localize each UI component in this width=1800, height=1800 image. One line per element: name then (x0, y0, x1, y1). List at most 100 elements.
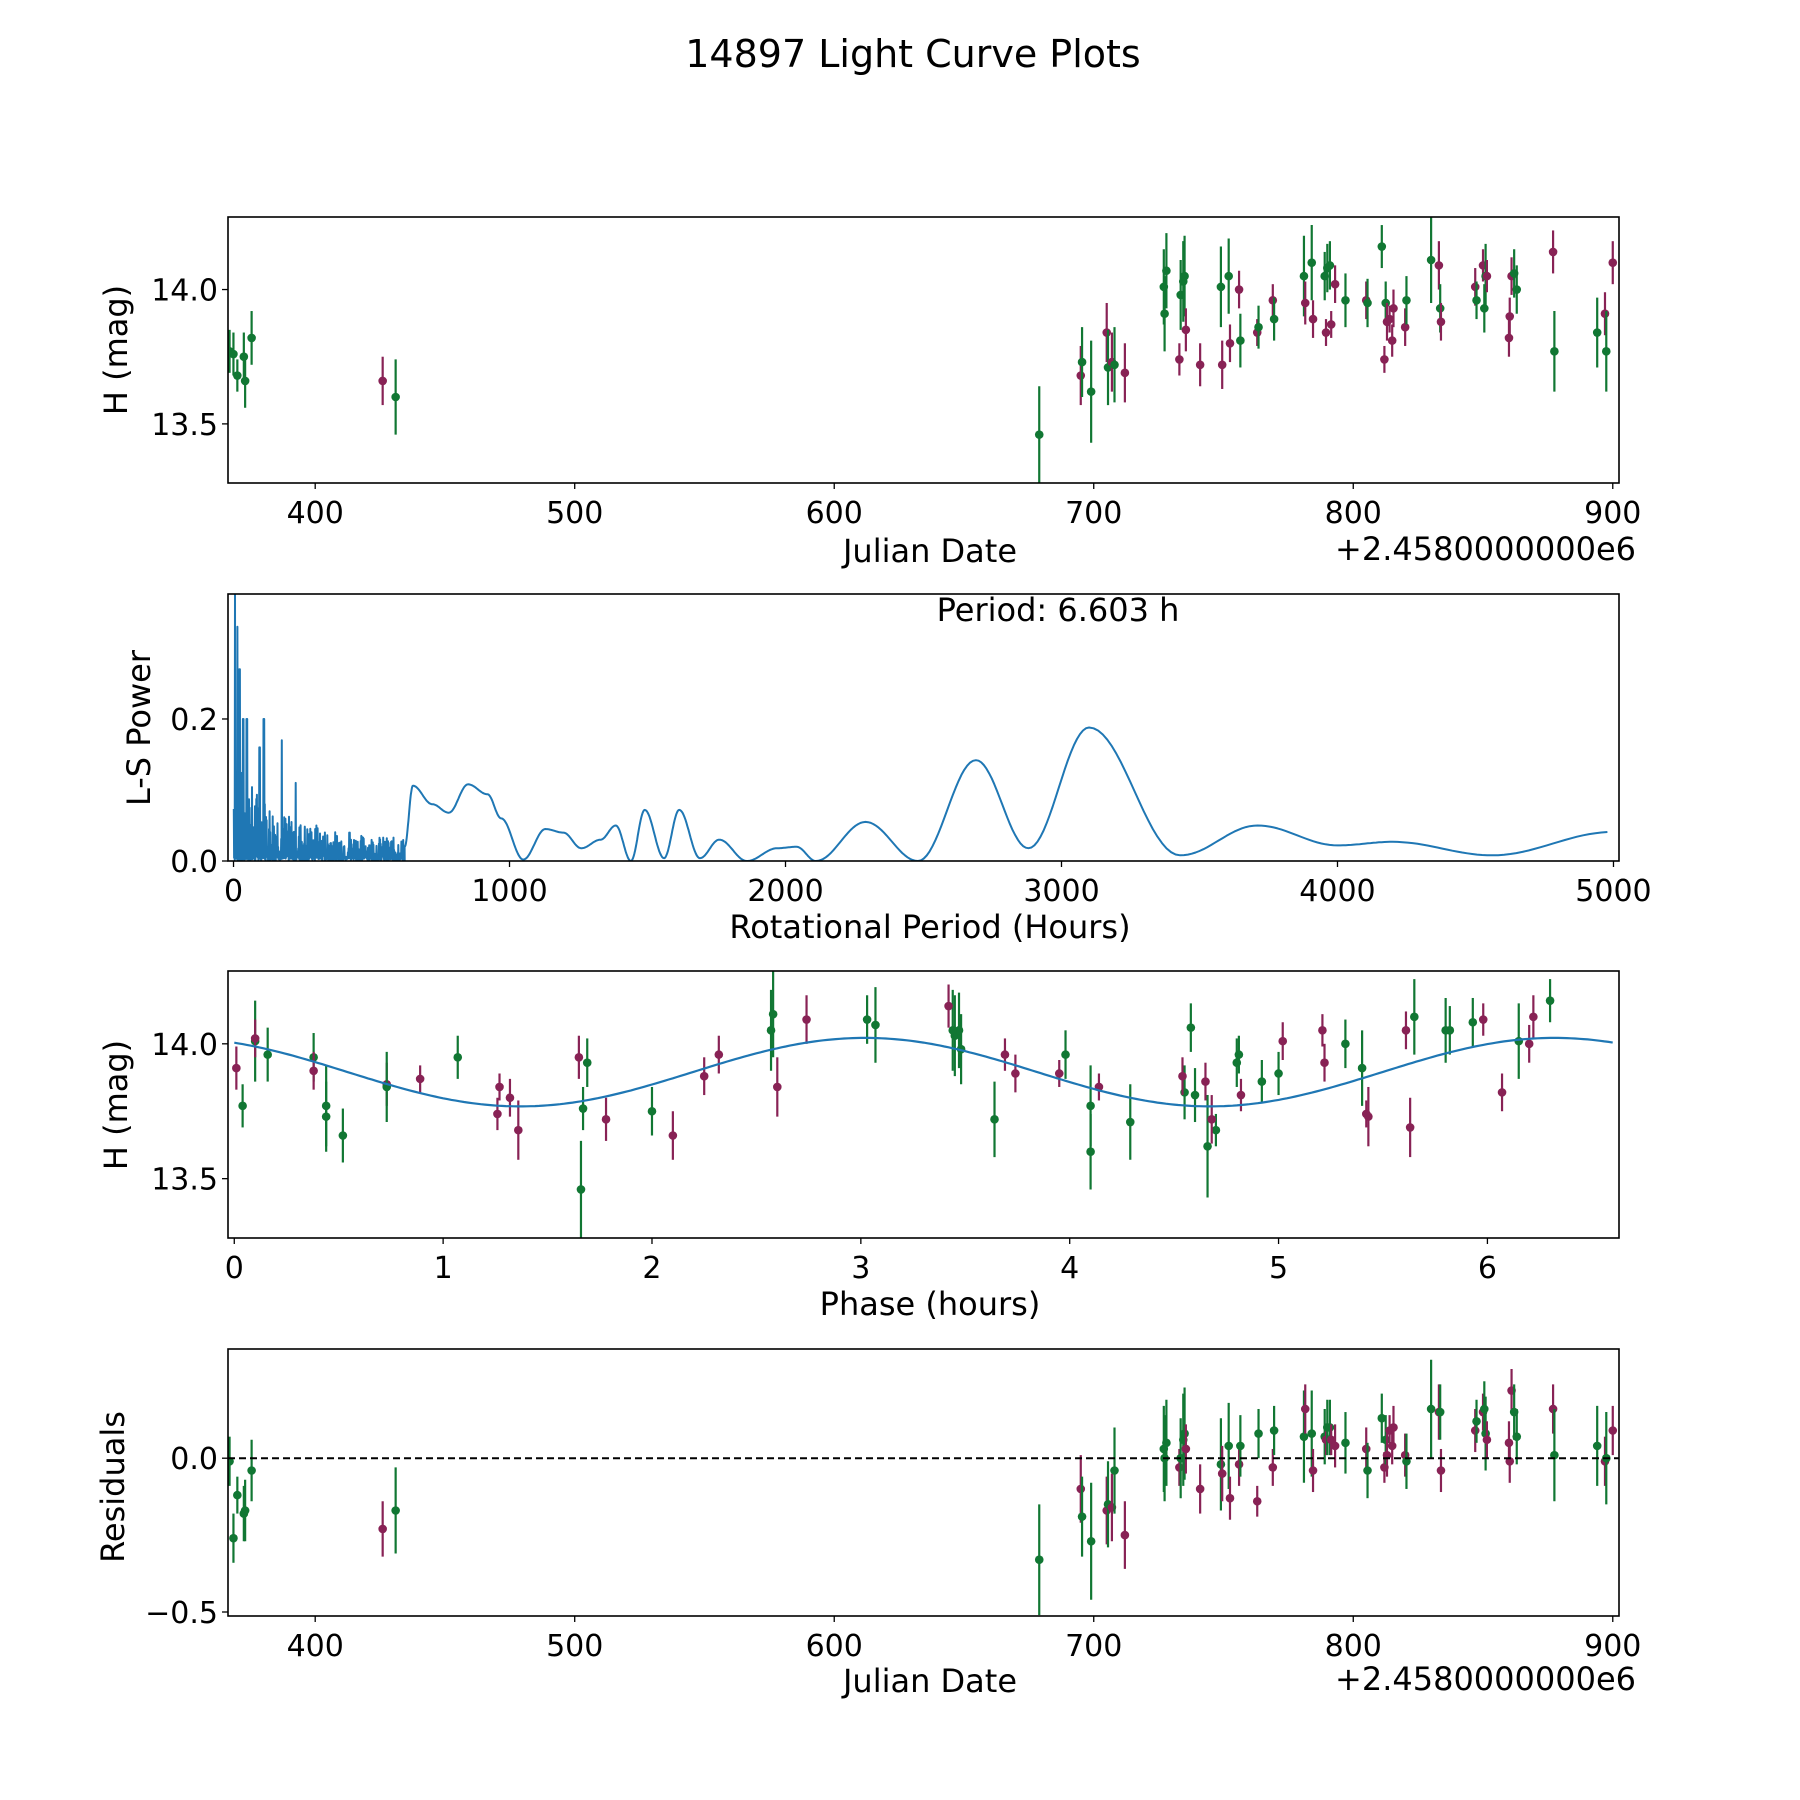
data-point (1361, 1109, 1371, 1119)
data-point (1086, 387, 1096, 396)
phased-frame (227, 970, 1620, 1239)
periodogram-panel: 0 1000 2000 3000 4000 5000 0.0 0.2 Period: 6.6… (120, 591, 1652, 946)
data-point (1601, 347, 1611, 356)
data-point (1357, 1063, 1367, 1073)
data-point (391, 1506, 400, 1515)
data-point (647, 1106, 657, 1116)
periodogram-line (232, 594, 1608, 861)
data-point (1224, 271, 1233, 281)
light-curve-xticks: 400 500 600 700 800 900 (287, 483, 1641, 531)
y-tick-label: 0.0 (170, 1442, 218, 1477)
data-point (1308, 1466, 1318, 1475)
residuals-frame (227, 1348, 1620, 1617)
data-point (1320, 1058, 1329, 1067)
data-point (338, 1131, 348, 1140)
data-point (1529, 1012, 1538, 1022)
data-point (601, 1115, 611, 1124)
data-point (1195, 360, 1205, 370)
data-point (1441, 1026, 1450, 1035)
x-tick-label: 0 (224, 874, 243, 909)
data-point (1326, 320, 1336, 329)
data-point (1217, 360, 1227, 370)
data-point (1400, 322, 1410, 332)
x-tick-label: 0 (225, 1251, 244, 1286)
phased-points (232, 971, 1613, 1238)
data-point (1186, 1023, 1196, 1032)
periodogram-frame (227, 593, 1620, 862)
x-tick-label: 800 (1325, 1629, 1382, 1664)
data-point (1181, 325, 1191, 335)
data-point (1330, 1441, 1340, 1451)
data-point (1268, 1463, 1278, 1472)
periodogram-xticks: 0 1000 2000 3000 4000 5000 (224, 861, 1652, 909)
phased-yticks: 13.5 14.0 (151, 1028, 228, 1198)
residuals-panel: 400 500 600 700 800 900 −0.5 0.0 Julian Date +… (94, 1348, 1641, 1700)
data-point (1377, 242, 1387, 251)
data-point (1257, 1077, 1267, 1086)
x-tick-label: 3 (851, 1251, 870, 1286)
light-curve-points (228, 217, 1618, 483)
data-point (574, 1053, 584, 1062)
y-tick-label: 0.0 (170, 845, 218, 880)
data-point (1550, 347, 1559, 356)
data-point (1225, 338, 1235, 348)
data-point (1211, 1125, 1221, 1135)
figure-title: 14897 Light Curve Plots (685, 32, 1140, 76)
data-point (1321, 328, 1331, 337)
light-curve-xlabel: Julian Date (841, 532, 1017, 570)
y-tick-label: 14.0 (151, 1028, 218, 1063)
data-point (1600, 309, 1610, 319)
data-point (1470, 1426, 1480, 1435)
data-point (1175, 355, 1184, 364)
residuals-ylabel: Residuals (94, 1411, 132, 1563)
data-point (1268, 295, 1278, 305)
data-point (1592, 328, 1602, 337)
x-tick-label: 5 (1269, 1251, 1288, 1286)
data-point (1505, 312, 1515, 321)
data-point (1548, 1404, 1558, 1414)
data-point (493, 1109, 502, 1119)
data-point (1405, 1123, 1415, 1132)
data-point (1225, 1493, 1235, 1503)
data-point (1410, 1012, 1419, 1022)
data-point (263, 1050, 272, 1059)
data-point (239, 352, 249, 362)
data-point (309, 1066, 318, 1076)
model-curve (234, 1036, 1613, 1108)
data-point (1426, 255, 1436, 265)
y-tick-label: 13.5 (151, 408, 218, 443)
data-point (1232, 1058, 1242, 1067)
data-point (576, 1185, 586, 1194)
data-point (1195, 1484, 1205, 1494)
data-point (1361, 1444, 1371, 1454)
data-point (1387, 1441, 1397, 1451)
data-point (1234, 285, 1244, 294)
data-point (1470, 282, 1480, 292)
data-point (1608, 258, 1618, 267)
data-point (321, 1101, 331, 1111)
data-point (1385, 314, 1394, 324)
y-tick-label: 0.2 (170, 703, 218, 738)
data-point (1434, 261, 1444, 270)
data-point (1000, 1050, 1010, 1059)
data-point (453, 1053, 463, 1062)
phased-panel: 0 1 2 3 4 5 6 13.5 14.0 Phase (hours) H (mag) (97, 970, 1620, 1323)
data-point (1299, 271, 1309, 281)
data-point (862, 1015, 872, 1024)
data-point (1076, 1484, 1086, 1494)
data-point (505, 1093, 515, 1103)
data-point (1110, 1466, 1119, 1475)
data-point (1086, 1147, 1095, 1156)
data-point (1269, 314, 1279, 324)
data-point (1318, 1026, 1327, 1035)
data-point (1110, 360, 1119, 370)
phased-xticks: 0 1 2 3 4 5 6 (225, 1238, 1497, 1286)
x-tick-label: 2000 (747, 874, 823, 909)
data-point (1472, 1416, 1481, 1426)
data-point (1034, 430, 1044, 439)
data-point (1217, 1469, 1227, 1478)
data-point (1341, 1039, 1350, 1049)
light-curve-panel: 400 500 600 700 800 900 13.514.0 Julian Date … (97, 216, 1641, 570)
data-point (1181, 1444, 1191, 1454)
data-point (232, 1063, 241, 1073)
